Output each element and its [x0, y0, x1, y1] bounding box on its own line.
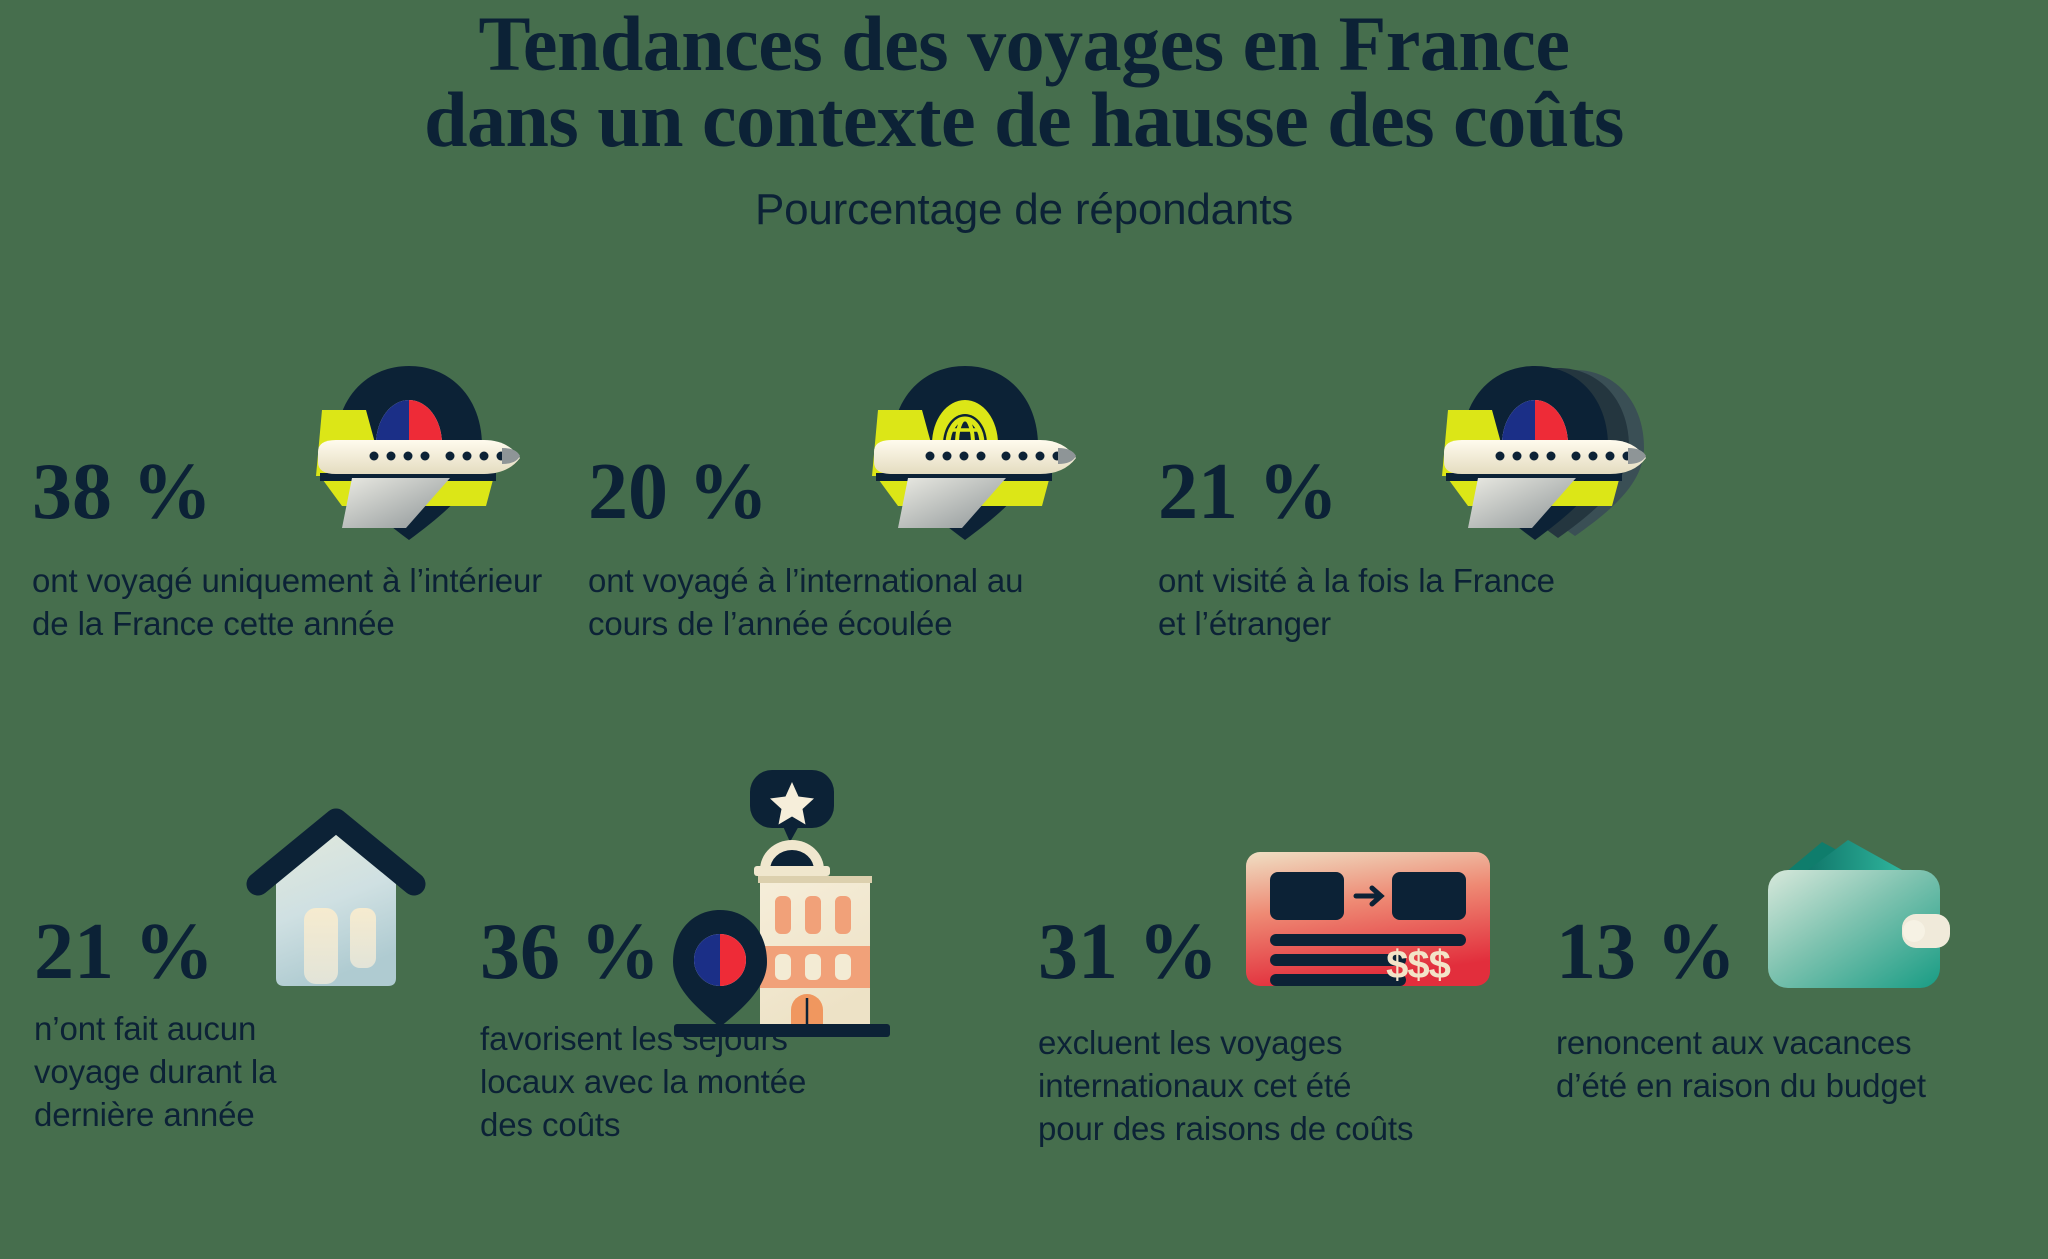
title-line-2: dans un contexte de hausse des coûts: [424, 76, 1624, 164]
stat-card-4: 36 %: [470, 760, 990, 1147]
infographic-header: Tendances des voyages en France dans un …: [0, 0, 2048, 235]
stat-headline-3: 21 %: [34, 760, 470, 1000]
stat-caption-2: ont visité à la fois la France et l’étra…: [1158, 562, 1555, 642]
hotel-building-flag-pin-icon: [673, 766, 904, 1038]
stats-row-top: 38 %: [0, 330, 2048, 646]
wallet-icon: [1762, 836, 1962, 996]
page-subtitle: Pourcentage de répondants: [754, 184, 1294, 234]
stat-headline-6: 13 %: [1556, 760, 2000, 1000]
stat-card-5: 31 % $$$ excluent les voyage: [990, 760, 1530, 1151]
title-line-1: Tendances des voyages en France: [478, 0, 1570, 87]
stat-card-3: 21 % n’ont fait aucun voyage durant la d…: [0, 760, 470, 1137]
stats-row-bottom: 21 % n’ont fait aucun voyage durant la d…: [0, 760, 2048, 1151]
stat-headline-4: 36 %: [480, 760, 990, 1037]
stat-value-4: 36 %: [480, 908, 660, 996]
stat-caption-3: n’ont fait aucun voyage durant la derniè…: [34, 1010, 277, 1133]
stat-card-1: 20 %: [560, 330, 1120, 646]
stat-caption-0: ont voyagé uniquement à l’intérieur de l…: [32, 562, 543, 642]
plane-globe-pin-icon: [790, 364, 1090, 544]
stat-headline-1: 20 %: [588, 330, 1120, 540]
stat-value-5: 31 %: [1038, 908, 1218, 996]
travel-ticket-icon: $$$: [1244, 846, 1494, 996]
page-title: Tendances des voyages en France dans un …: [0, 0, 2048, 164]
plane-france-flag-pin-icon: [234, 364, 534, 544]
stat-caption-5: excluent les voyages internationaux cet …: [1038, 1024, 1414, 1147]
plane-multi-flag-pin-icon: [1360, 364, 1660, 544]
stat-headline-5: 31 % $$$: [1038, 760, 1530, 1000]
stat-caption-1: ont voyagé à l’international au cours de…: [588, 562, 1024, 642]
stat-value-6: 13 %: [1556, 908, 1736, 996]
stat-card-6: 13 % renoncent aux vacances d’été en rai…: [1530, 760, 2000, 1108]
stat-value-0: 38 %: [32, 448, 212, 536]
stat-card-0: 38 %: [0, 330, 560, 646]
stat-caption-4: favorisent les séjours locaux avec la mo…: [480, 1020, 807, 1143]
stat-headline-2: 21 %: [1158, 330, 1680, 540]
stat-value-1: 20 %: [588, 448, 768, 536]
stat-caption-6: renoncent aux vacances d’été en raison d…: [1556, 1024, 1926, 1104]
house-icon: [236, 800, 436, 1000]
stat-card-2: 21 %: [1120, 330, 1680, 646]
stat-value-2: 21 %: [1158, 448, 1338, 536]
stat-value-3: 21 %: [34, 908, 214, 996]
svg-text:$$$: $$$: [1386, 943, 1450, 987]
stat-headline-0: 38 %: [32, 330, 560, 540]
